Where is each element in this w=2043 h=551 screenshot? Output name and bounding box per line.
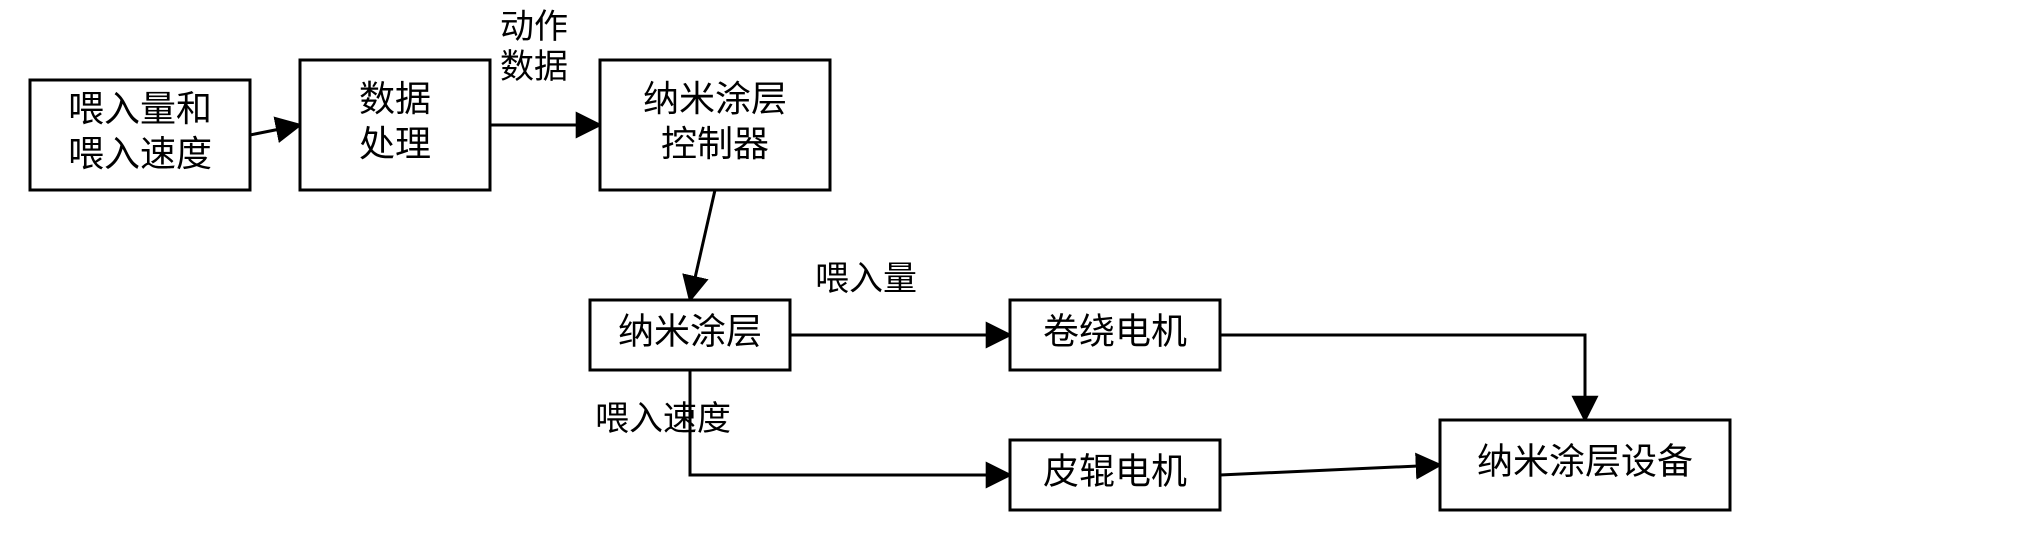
node-input-label-1: 喂入速度 [68,134,212,174]
node-wind: 卷绕电机 [1010,300,1220,370]
edge-roller-equip [1220,465,1440,475]
edge-label-action-data-0: 动作 [500,9,568,46]
node-wind-label-0: 卷绕电机 [1043,311,1187,351]
node-equip-label-0: 纳米涂层设备 [1477,441,1693,481]
node-process: 数据处理 [300,60,490,190]
node-equip: 纳米涂层设备 [1440,420,1730,510]
edge-label-feed-amount: 喂入量 [815,261,917,298]
node-controller-label-1: 控制器 [661,124,769,164]
edge-input-process [250,125,300,135]
node-controller: 纳米涂层控制器 [600,60,830,190]
node-nano: 纳米涂层 [590,300,790,370]
node-process-label-0: 数据 [359,79,431,119]
node-roller: 皮辊电机 [1010,440,1220,510]
node-nano-label-0: 纳米涂层 [618,311,762,351]
node-input: 喂入量和喂入速度 [30,80,250,190]
edge-label-feed-speed: 喂入速度 [595,400,731,438]
node-input-label-0: 喂入量和 [68,89,212,129]
node-controller-label-0: 纳米涂层 [643,79,787,119]
node-roller-label-0: 皮辊电机 [1043,451,1187,491]
edge-wind-equip [1220,335,1585,420]
edge-nano-roller [690,370,1010,475]
edge-controller-nano [690,190,715,300]
edge-label-action-data-1: 数据 [500,48,568,86]
node-process-label-1: 处理 [359,124,431,164]
